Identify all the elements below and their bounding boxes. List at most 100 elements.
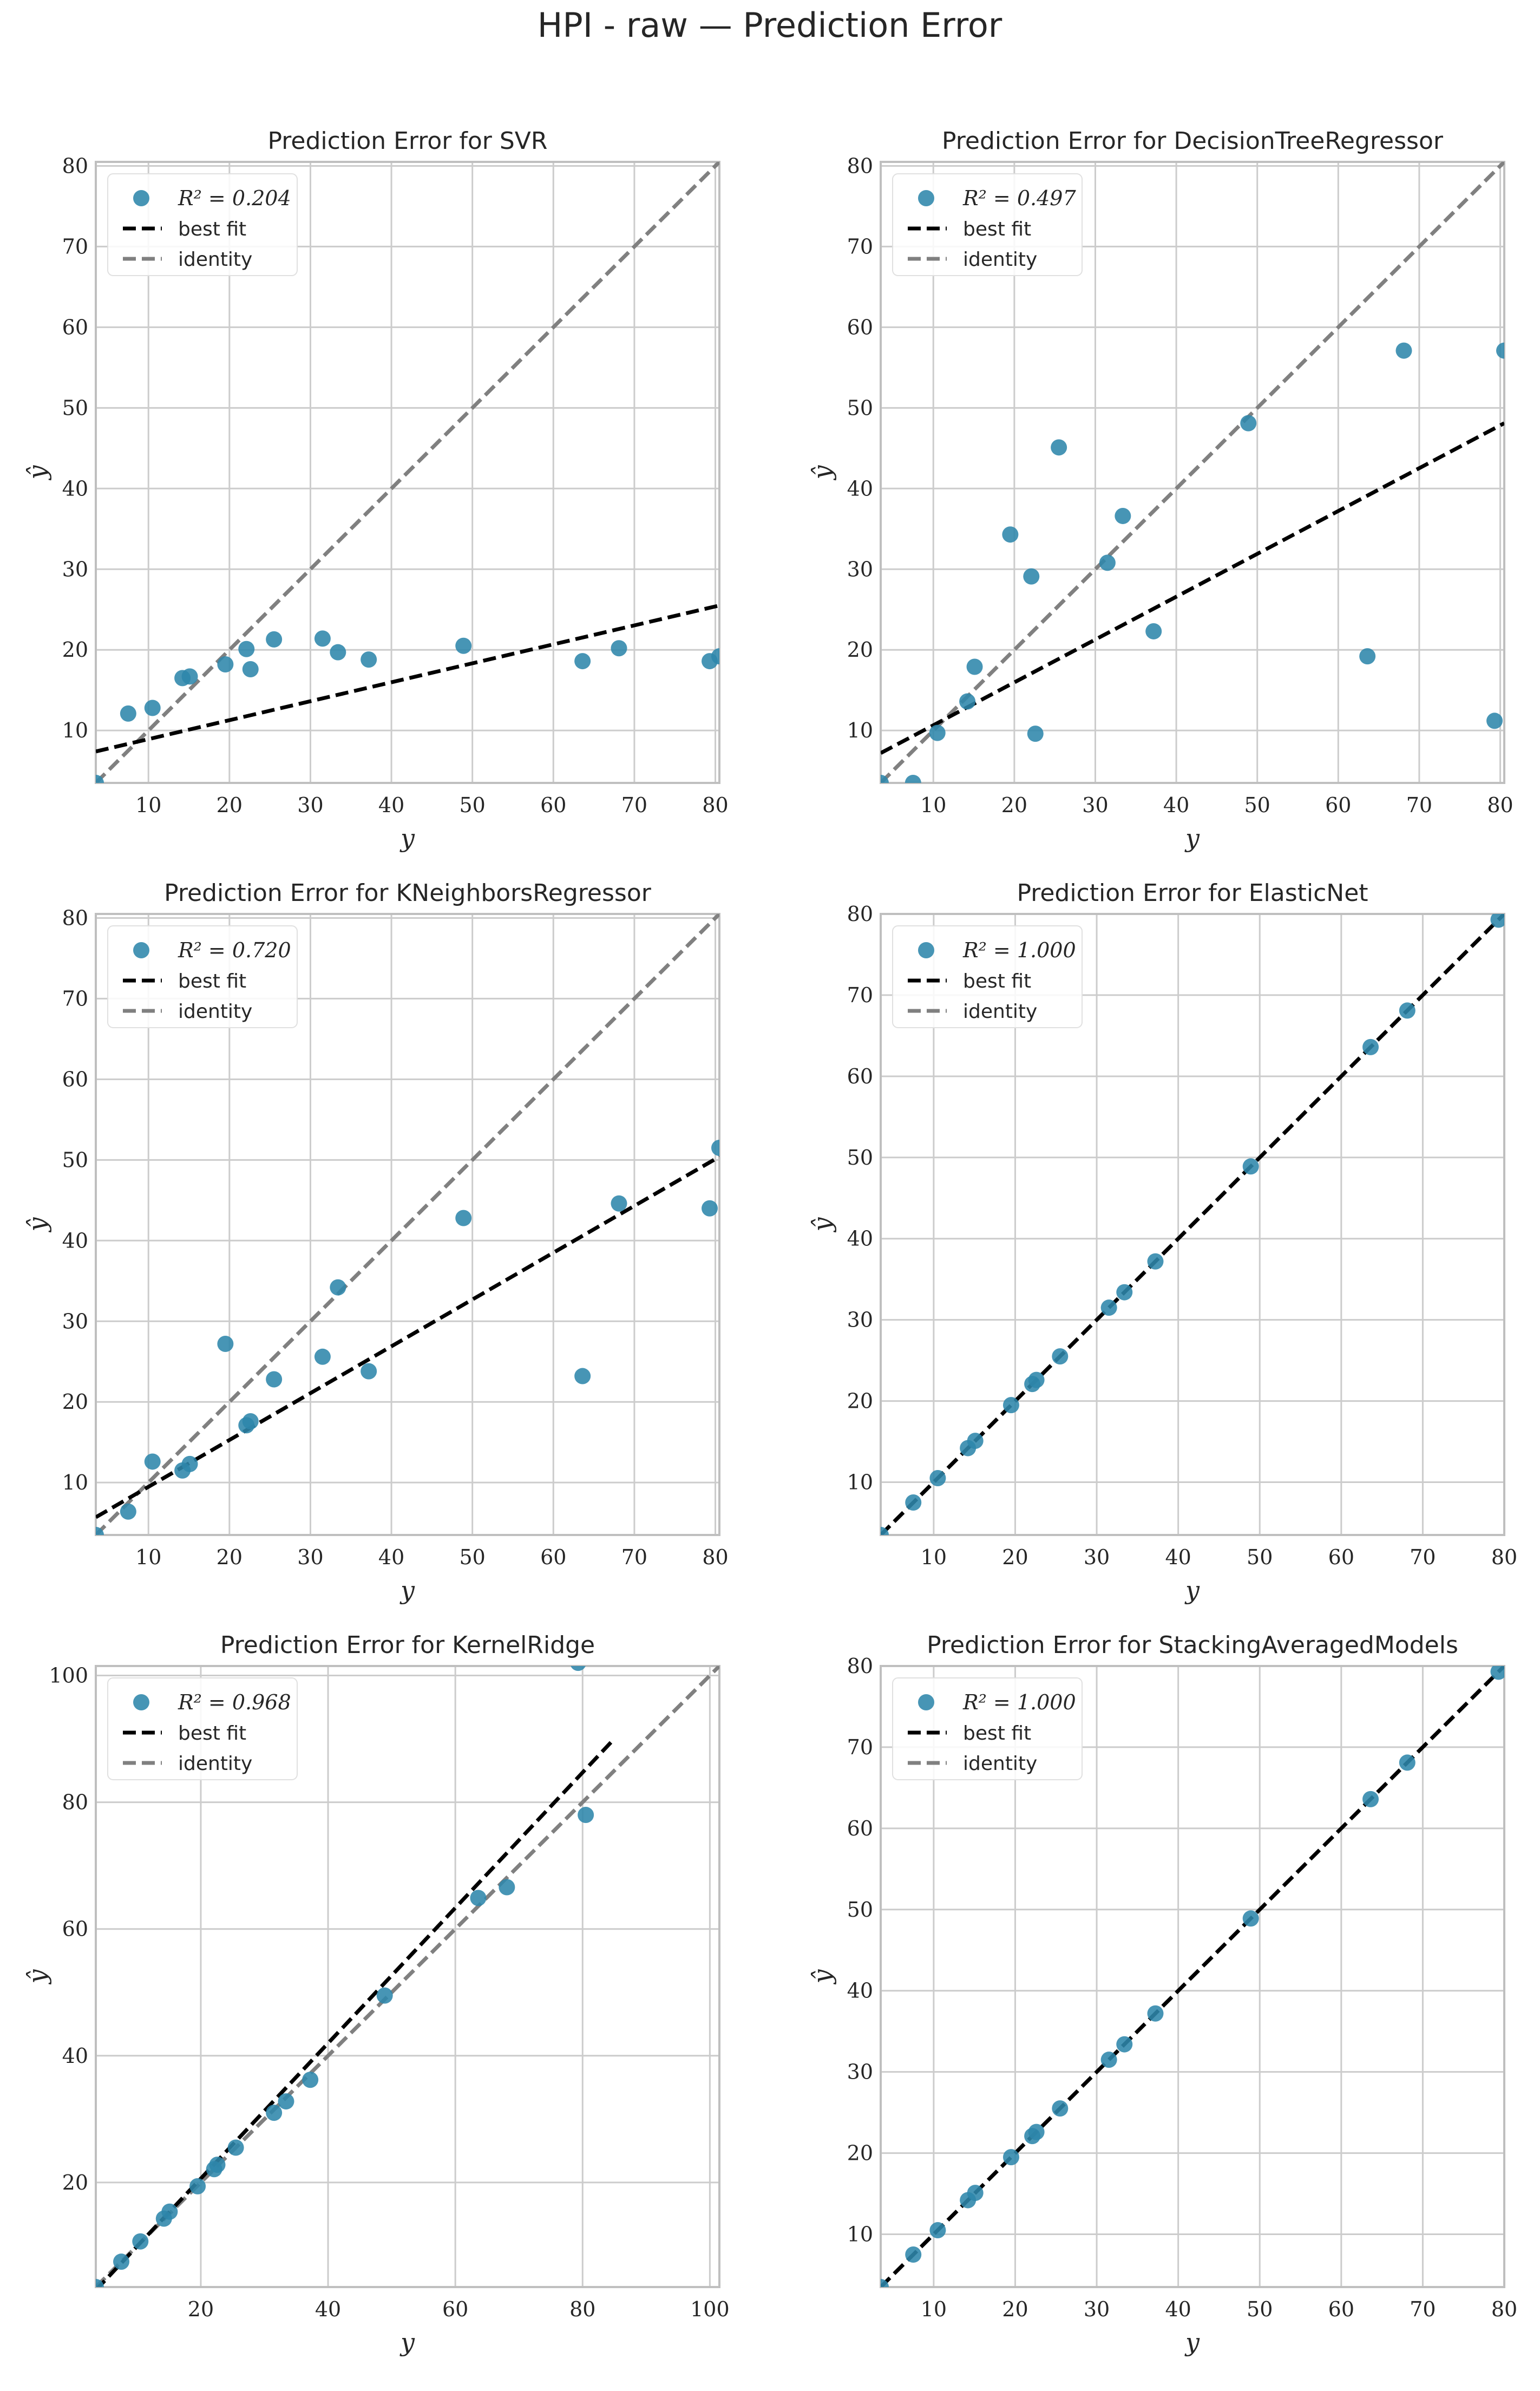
data-point xyxy=(1395,342,1412,359)
chart-panel-4: Prediction Error for ElasticNet 10 20 30 40 5… xyxy=(808,879,1517,1605)
legend-best-fit-label: best fit xyxy=(178,218,246,240)
legend-box xyxy=(107,1677,298,1780)
y-tick-label: 10 xyxy=(847,2223,873,2246)
panels: Prediction Error for SVR 10 20 30 40 50 60 70 80… xyxy=(23,127,1517,2357)
data-point xyxy=(1147,1253,1164,1270)
data-point xyxy=(881,2279,889,2287)
data-point xyxy=(571,1666,586,1671)
y-tick-label: 60 xyxy=(847,315,873,339)
y-tick-label: 30 xyxy=(62,557,88,581)
chart-title: Prediction Error for DecisionTreeRegress… xyxy=(942,127,1444,155)
y-tick-label: 40 xyxy=(62,476,88,500)
y-tick-label: 80 xyxy=(62,906,88,930)
data-point xyxy=(361,1363,377,1380)
x-tick-label: 20 xyxy=(1002,2297,1028,2321)
x-tick-label: 20 xyxy=(1001,793,1027,817)
data-point xyxy=(711,1139,719,1156)
best-fit-line xyxy=(881,421,1504,755)
legend-marker-points xyxy=(133,942,149,958)
x-tick-label: 60 xyxy=(442,2297,468,2321)
data-point xyxy=(1496,342,1504,359)
legend-best-fit-label: best fit xyxy=(178,1722,246,1745)
y-tick-label: 40 xyxy=(62,1229,88,1252)
data-point xyxy=(242,1413,259,1429)
data-point xyxy=(217,1335,234,1352)
data-point xyxy=(227,2139,244,2156)
y-tick-label: 50 xyxy=(847,396,873,420)
legend-r2-label: R² = 0.720 xyxy=(178,938,291,962)
legend-identity-label: identity xyxy=(963,249,1037,271)
data-point xyxy=(181,1455,198,1472)
data-point xyxy=(1242,1158,1259,1175)
x-tick-label: 30 xyxy=(297,793,323,817)
y-tick-label: 80 xyxy=(847,902,873,926)
x-tick-label: 80 xyxy=(1487,793,1513,817)
data-point xyxy=(574,653,591,670)
x-tick-label: 70 xyxy=(1410,1545,1436,1569)
data-point xyxy=(611,1195,627,1212)
data-point xyxy=(881,775,889,783)
x-tick-label: 50 xyxy=(460,1545,486,1569)
x-tick-label: 70 xyxy=(1410,2297,1436,2321)
x-tick-label: 60 xyxy=(540,1545,566,1569)
y-tick-label: 70 xyxy=(847,234,873,258)
data-point xyxy=(1027,726,1044,742)
y-tick-label: 50 xyxy=(847,1898,873,1922)
data-point xyxy=(361,651,377,668)
plot-content xyxy=(96,1666,719,2287)
legend-r2-label: R² = 0.497 xyxy=(962,186,1076,210)
data-point xyxy=(266,2105,283,2121)
data-point xyxy=(96,775,104,783)
data-point xyxy=(929,2222,946,2239)
data-point xyxy=(181,668,198,685)
x-tick-label: 80 xyxy=(702,793,728,817)
data-point xyxy=(967,2185,984,2201)
legend-best-fit-label: best fit xyxy=(963,218,1031,240)
data-point xyxy=(96,1527,104,1535)
x-tick-label: 30 xyxy=(297,1545,323,1569)
y-tick-label: 80 xyxy=(847,154,873,178)
y-tick-label: 40 xyxy=(847,476,873,500)
x-tick-label: 70 xyxy=(621,1545,647,1569)
data-point xyxy=(470,1890,487,1906)
y-tick-label: 20 xyxy=(62,2171,88,2194)
y-tick-label: 80 xyxy=(847,1654,873,1678)
data-point xyxy=(574,1368,591,1384)
figure-title: HPI - raw — Prediction Error xyxy=(538,5,1002,45)
y-tick-label: 40 xyxy=(847,1227,873,1251)
data-point xyxy=(1242,1910,1259,1927)
x-tick-label: 40 xyxy=(1163,793,1189,817)
x-tick-label: 10 xyxy=(135,793,161,817)
y-tick-label: 40 xyxy=(847,1979,873,2003)
legend-marker-points xyxy=(918,1694,934,1710)
y-tick-label: 60 xyxy=(62,315,88,339)
plot-frame xyxy=(95,913,720,1536)
y-tick-label: 10 xyxy=(847,718,873,742)
x-tick-label: 100 xyxy=(690,2297,730,2321)
x-axis-label: y xyxy=(399,824,415,853)
y-tick-label: 40 xyxy=(62,2044,88,2068)
data-point xyxy=(967,1433,984,1449)
legend-identity-label: identity xyxy=(178,1753,252,1775)
data-point xyxy=(905,775,921,783)
x-tick-label: 80 xyxy=(1491,1545,1517,1569)
y-tick-label: 60 xyxy=(847,1817,873,1840)
x-tick-label: 20 xyxy=(1002,1545,1028,1569)
plot-content xyxy=(96,914,719,1535)
legend-r2-label: R² = 1.000 xyxy=(962,938,1076,962)
data-point xyxy=(1399,1754,1416,1771)
x-tick-label: 20 xyxy=(217,793,243,817)
data-point xyxy=(189,2178,206,2194)
data-point xyxy=(242,661,259,677)
data-point xyxy=(266,631,283,648)
x-tick-label: 10 xyxy=(921,2297,947,2321)
plot-frame xyxy=(880,913,1505,1536)
data-point xyxy=(1002,526,1019,543)
x-tick-label: 20 xyxy=(188,2297,214,2321)
identity-line xyxy=(96,1666,719,2287)
x-tick-label: 10 xyxy=(921,1545,947,1569)
legend-r2-label: R² = 1.000 xyxy=(962,1690,1076,1714)
chart-panel-1: Prediction Error for SVR 10 20 30 40 50 60 70 80… xyxy=(23,127,729,853)
data-point xyxy=(905,2246,922,2263)
data-point xyxy=(1028,1371,1045,1388)
